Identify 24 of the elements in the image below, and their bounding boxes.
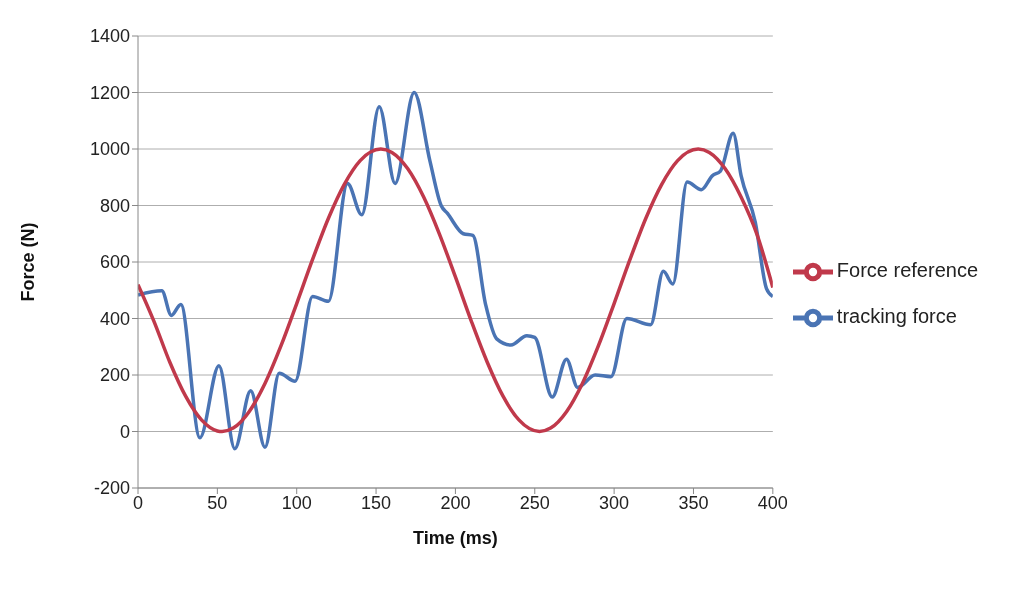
y-tick-label: 200 [99,365,130,386]
y-tick-label: 1200 [89,82,130,103]
y-tick-label: 400 [99,308,130,329]
y-tick-label: 1400 [89,26,130,47]
legend-label: Force reference [836,259,978,281]
x-tick-label: 100 [281,492,312,513]
y-tick-label: 600 [99,252,130,273]
x-tick-label: 300 [599,492,630,513]
y-tick-label: 800 [99,195,130,216]
x-tick-label: 150 [361,492,392,513]
x-tick-label: 50 [207,492,228,513]
x-tick-label: 0 [132,492,144,513]
line-series [138,147,773,434]
y-tick-label: 0 [119,421,130,442]
legend-label: tracking force [836,305,957,327]
y-tick-label: 1000 [89,139,130,160]
x-tick-label: 250 [519,492,550,513]
x-tick-label: 350 [678,492,709,513]
x-axis-title: Time (ms) [413,528,498,548]
y-axis-title: Force (N) [18,222,39,302]
x-tick-label: 200 [440,492,471,513]
x-tick-label: 400 [757,492,788,513]
y-tick-label: -200 [93,478,130,499]
line-series [138,90,773,451]
